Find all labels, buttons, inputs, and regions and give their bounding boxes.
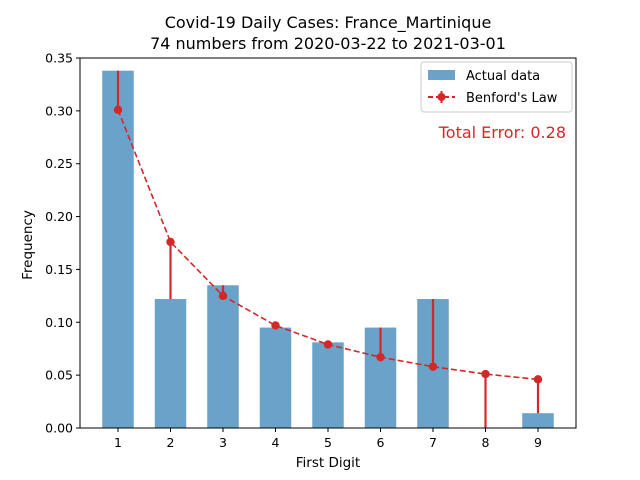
x-tick-label-9: 9 xyxy=(534,435,542,450)
y-tick-label-0.05: 0.05 xyxy=(45,368,73,383)
y-axis: 0.00 0.05 0.10 0.15 0.20 0.25 0.30 0.35 xyxy=(45,51,80,436)
x-tick-label-6: 6 xyxy=(377,435,385,450)
benford-point-digit-8 xyxy=(481,369,490,379)
benford-point-digit-4 xyxy=(271,321,280,330)
benford-series xyxy=(113,105,543,384)
chart-subtitle: 74 numbers from 2020-03-22 to 2021-03-01 xyxy=(150,34,506,53)
bar-digit-1 xyxy=(102,70,134,428)
bar-digit-9 xyxy=(522,413,554,428)
benford-point-digit-3 xyxy=(218,291,228,301)
bar-digit-5 xyxy=(312,342,344,428)
bar-digit-4 xyxy=(259,327,292,428)
legend-benford-label: Benford's Law xyxy=(466,91,558,106)
y-axis-label: Frequency xyxy=(20,210,36,280)
benford-point-digit-1 xyxy=(113,105,123,115)
benford-point-digit-2 xyxy=(166,237,175,247)
chart-titles: Covid-19 Daily Cases: France_Martinique … xyxy=(150,13,506,53)
benford-point-digit-9 xyxy=(533,375,543,384)
x-tick-label-8: 8 xyxy=(482,435,490,450)
legend-box xyxy=(420,61,573,113)
x-tick-label-5: 5 xyxy=(324,435,332,450)
x-tick-label-3: 3 xyxy=(219,435,227,450)
bar-digit-3 xyxy=(207,285,239,428)
error-lines xyxy=(116,70,540,428)
y-tick-label-0.25: 0.25 xyxy=(45,156,73,171)
benford-point-digit-5 xyxy=(323,340,333,349)
x-tick-label-1: 1 xyxy=(114,435,122,450)
x-tick-label-7: 7 xyxy=(429,435,437,450)
total-error-annotation: Total Error: 0.28 xyxy=(438,123,566,142)
legend-actual-label: Actual data xyxy=(466,69,540,84)
y-tick-label-0.20: 0.20 xyxy=(45,209,73,224)
x-tick-label-2: 2 xyxy=(167,435,175,450)
benford-point-digit-6 xyxy=(376,352,385,362)
y-tick-label-0.10: 0.10 xyxy=(45,315,73,330)
chart-title: Covid-19 Daily Cases: France_Martinique xyxy=(165,13,492,33)
y-tick-label-0.35: 0.35 xyxy=(45,51,73,66)
legend-actual-swatch xyxy=(428,70,455,80)
y-tick-label-0.30: 0.30 xyxy=(45,103,73,118)
benford-point-digit-7 xyxy=(428,362,438,371)
x-axis: 1 2 3 4 5 6 7 8 9 xyxy=(114,428,542,450)
legend: Actual data Benford's Law xyxy=(420,61,573,113)
y-tick-label-0.15: 0.15 xyxy=(45,262,73,277)
y-tick-label-0.00: 0.00 xyxy=(45,421,73,436)
x-axis-label: First Digit xyxy=(296,455,360,471)
legend-benford-marker xyxy=(437,93,446,101)
bar-digit-2 xyxy=(154,299,187,428)
actual-data-bars xyxy=(102,70,554,428)
x-tick-label-4: 4 xyxy=(272,435,280,450)
